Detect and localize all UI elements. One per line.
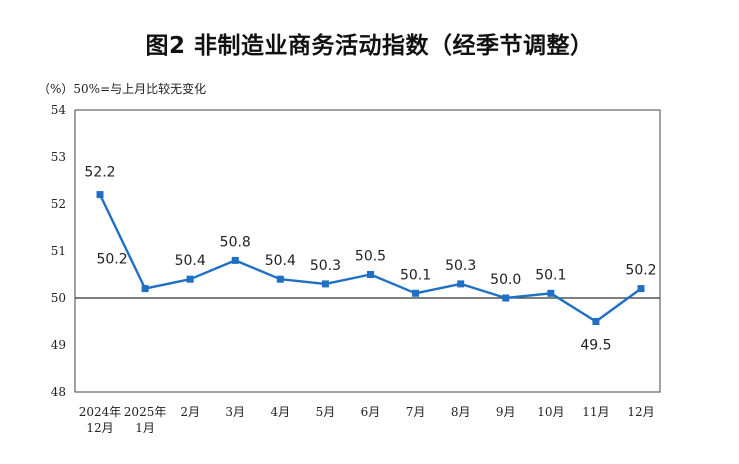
x-tick-label: 5月 — [316, 405, 336, 419]
data-label: 52.2 — [84, 165, 115, 181]
x-tick-label: 12月 — [627, 405, 654, 419]
x-tick-label: 2024年 12月 — [79, 405, 122, 435]
x-tick-label: 4月 — [271, 405, 291, 419]
data-point — [412, 289, 420, 297]
x-tick-label: 7月 — [406, 405, 426, 419]
plot-frame — [74, 109, 661, 393]
data-points — [96, 191, 645, 325]
data-point — [231, 256, 239, 264]
data-point — [592, 318, 600, 325]
x-tick-label: 10月 — [537, 405, 564, 419]
data-point — [186, 275, 194, 283]
y-tick-label: 53 — [51, 150, 66, 164]
data-label: 50.2 — [96, 252, 127, 268]
x-tick-label: 2025年 1月 — [124, 405, 167, 435]
y-tick-label: 54 — [51, 103, 67, 117]
data-point — [547, 289, 555, 297]
x-tick-label: 2月 — [180, 405, 200, 419]
data-point — [141, 285, 149, 293]
y-axis-ticks: 54 53 52 51 50 49 48 — [51, 103, 67, 399]
data-point — [276, 275, 284, 283]
data-point — [367, 271, 374, 278]
y-tick-label: 51 — [51, 244, 66, 258]
data-label: 50.3 — [445, 258, 476, 274]
data-labels: 52.2 50.2 50.4 50.8 50.4 50.3 50.5 50.1 50.3 50.0… — [84, 165, 656, 354]
x-tick-label: 9月 — [496, 405, 516, 419]
data-point — [457, 280, 465, 288]
data-point — [637, 285, 645, 293]
data-label: 50.3 — [310, 258, 341, 274]
data-point — [96, 191, 104, 199]
data-label: 50.2 — [625, 263, 656, 279]
y-tick-label: 52 — [51, 197, 66, 211]
data-label: 50.0 — [490, 272, 521, 288]
y-tick-label: 48 — [51, 385, 66, 399]
data-point — [321, 280, 329, 288]
unit-note: （%）50%=与上月比较无变化 — [38, 82, 207, 96]
x-tick-label: 11月 — [582, 405, 609, 419]
x-tick-label: 6月 — [361, 405, 381, 419]
data-label: 50.1 — [535, 267, 566, 283]
x-tick-label: 8月 — [451, 405, 471, 419]
data-label: 50.4 — [175, 253, 206, 269]
data-label: 50.5 — [355, 249, 386, 265]
data-label: 49.5 — [580, 338, 611, 354]
data-label: 50.4 — [265, 253, 296, 269]
data-point — [502, 294, 510, 302]
data-label: 50.8 — [220, 234, 251, 250]
y-tick-label: 49 — [51, 338, 66, 352]
y-tick-label: 50 — [51, 291, 66, 305]
chart-title: 图2 非制造业商务活动指数（经季节调整） — [145, 33, 594, 59]
data-label: 50.1 — [400, 267, 431, 283]
x-tick-label: 3月 — [225, 405, 245, 419]
